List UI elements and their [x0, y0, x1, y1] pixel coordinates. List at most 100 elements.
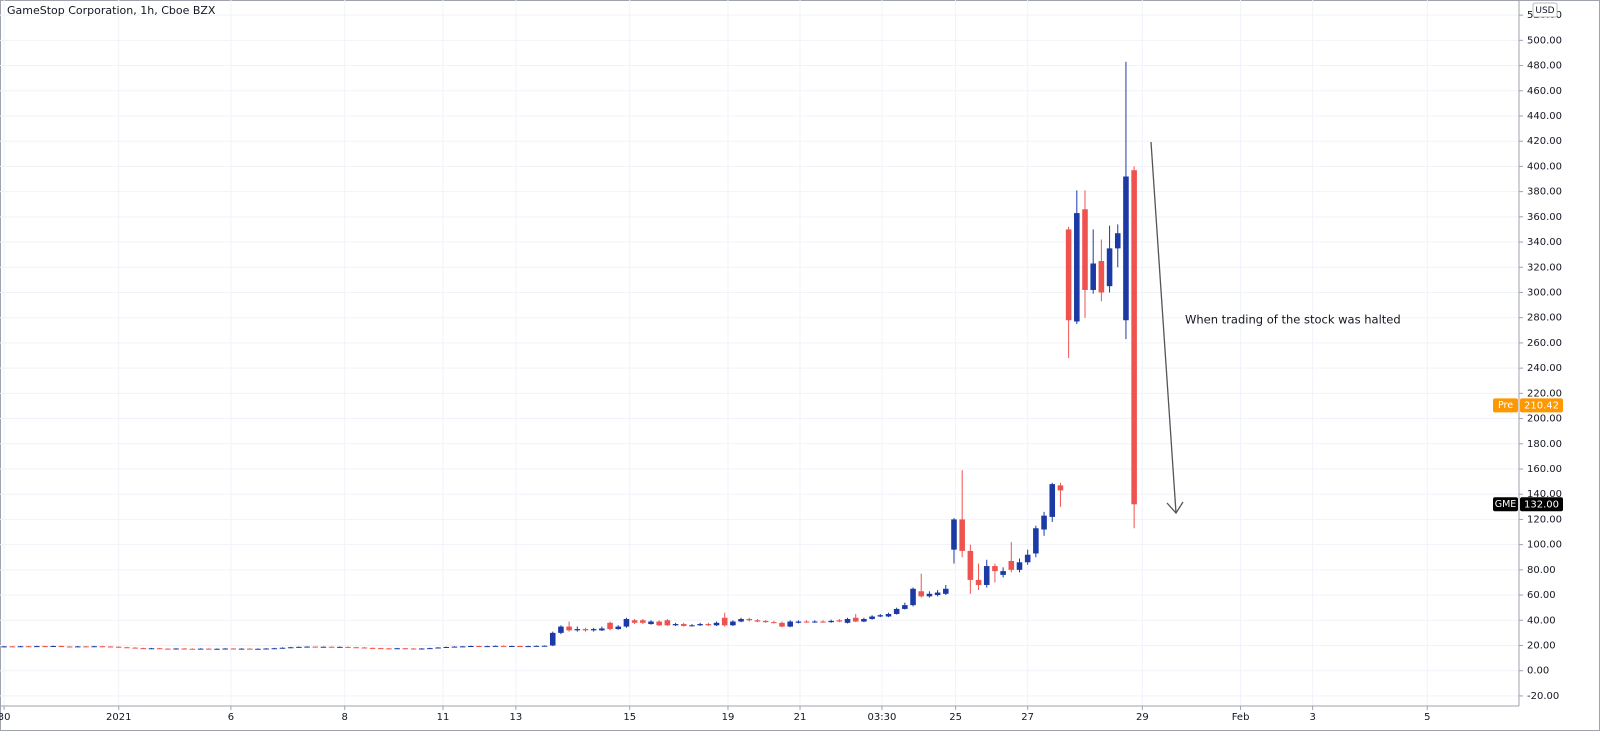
- x-tick-label: 30: [0, 712, 10, 723]
- candle-body: [951, 519, 957, 550]
- candle-body: [779, 622, 785, 627]
- candle-body: [394, 648, 400, 650]
- candle-body: [238, 648, 245, 650]
- chart-title: GameStop Corporation, 1h, Cboe BZX: [7, 4, 216, 17]
- candle-body: [910, 588, 916, 606]
- candle-body: [451, 646, 458, 648]
- candle-body: [648, 621, 654, 625]
- candle-body: [746, 619, 753, 621]
- candle-body: [689, 625, 695, 627]
- y-tick-label: 500.00: [1527, 35, 1562, 46]
- y-tick-label: 380.00: [1527, 187, 1562, 198]
- y-tick-label: 180.00: [1527, 439, 1562, 450]
- candle-body: [25, 646, 32, 648]
- x-tick-label: 8: [342, 712, 348, 723]
- candle-body: [762, 620, 769, 623]
- y-tick-label: 460.00: [1527, 86, 1562, 97]
- candle-body: [34, 646, 40, 648]
- candles: [1, 61, 1137, 650]
- candle-body: [566, 626, 572, 631]
- currency-box[interactable]: [1532, 2, 1558, 18]
- candle-body: [902, 605, 908, 609]
- candle-body: [353, 647, 359, 649]
- candle-body: [304, 646, 310, 648]
- candle-body: [148, 648, 155, 650]
- candle-body: [345, 646, 351, 648]
- candle-body: [1106, 248, 1113, 287]
- candle-body: [582, 629, 589, 631]
- candle-body: [263, 648, 269, 650]
- candle-body: [934, 592, 941, 596]
- candle-body: [697, 624, 703, 626]
- candle-body: [181, 648, 188, 650]
- candle-body: [500, 645, 507, 647]
- candle-body: [549, 632, 556, 646]
- y-tick-label: 80.00: [1527, 565, 1556, 576]
- y-tick-label: 240.00: [1527, 363, 1562, 374]
- candle-body: [189, 648, 196, 650]
- candle-body: [926, 593, 933, 597]
- candle-body: [705, 624, 712, 626]
- candle-body: [328, 646, 335, 648]
- arrow-head: [1166, 501, 1184, 515]
- y-tick-label: 280.00: [1527, 313, 1562, 324]
- candle-body: [197, 648, 204, 650]
- candle-body: [484, 646, 491, 648]
- candle-body: [918, 591, 925, 597]
- y-tick-label: -20.00: [1527, 691, 1559, 702]
- candle-body: [1024, 554, 1031, 563]
- candle-body: [361, 647, 368, 649]
- candle-body: [983, 566, 990, 585]
- candle-body: [99, 646, 106, 648]
- x-tick-label: 19: [722, 712, 735, 723]
- price-label: 132.00: [1524, 499, 1559, 510]
- y-tick-label: 300.00: [1527, 287, 1562, 298]
- candle-body: [410, 648, 417, 650]
- x-tick-label: 13: [510, 712, 523, 723]
- candle-body: [66, 646, 73, 648]
- candle-body: [615, 626, 622, 630]
- candle-body: [680, 624, 687, 626]
- candle-body: [1033, 528, 1039, 554]
- candle-body: [754, 620, 761, 622]
- candle-body: [811, 621, 818, 623]
- y-tick-label: 260.00: [1527, 338, 1562, 349]
- candle-body: [173, 648, 179, 650]
- y-tick-label: 120.00: [1527, 514, 1562, 525]
- candle-body: [795, 621, 802, 623]
- candle-body: [337, 646, 343, 648]
- x-tick-label: 3: [1309, 712, 1315, 723]
- price-label: 210.42: [1524, 400, 1559, 411]
- candle-body: [541, 645, 548, 647]
- candle-body: [17, 646, 24, 648]
- price-label-box: [1520, 497, 1563, 512]
- candle-body: [296, 646, 302, 648]
- candle-body: [730, 621, 736, 626]
- x-tick-label: Feb: [1232, 712, 1250, 723]
- candle-body: [140, 648, 147, 650]
- y-tick-label: 340.00: [1527, 237, 1562, 248]
- candle-body: [1090, 263, 1096, 290]
- candle-body: [377, 648, 384, 650]
- y-tick-label: 400.00: [1527, 161, 1562, 172]
- y-tick-label: 0.00: [1527, 666, 1549, 677]
- candle-body: [869, 616, 875, 620]
- candle-body: [861, 619, 867, 622]
- candle-body: [631, 620, 638, 623]
- candle-body: [83, 646, 89, 648]
- candle-body: [75, 646, 81, 648]
- candle-body: [713, 622, 720, 626]
- candle-body: [885, 613, 892, 617]
- candle-body: [1065, 229, 1072, 321]
- candle-body: [1008, 561, 1015, 570]
- candle-body: [91, 646, 97, 648]
- candle-body: [50, 645, 57, 647]
- candle-body: [287, 647, 294, 649]
- x-tick-label: 11: [437, 712, 450, 723]
- x-tick-label: 5: [1424, 712, 1430, 723]
- y-tick-label: 320.00: [1527, 262, 1562, 273]
- y-tick-label: 40.00: [1527, 615, 1556, 626]
- currency: USD: [1535, 6, 1554, 16]
- x-tick-label: 03:30: [868, 712, 897, 723]
